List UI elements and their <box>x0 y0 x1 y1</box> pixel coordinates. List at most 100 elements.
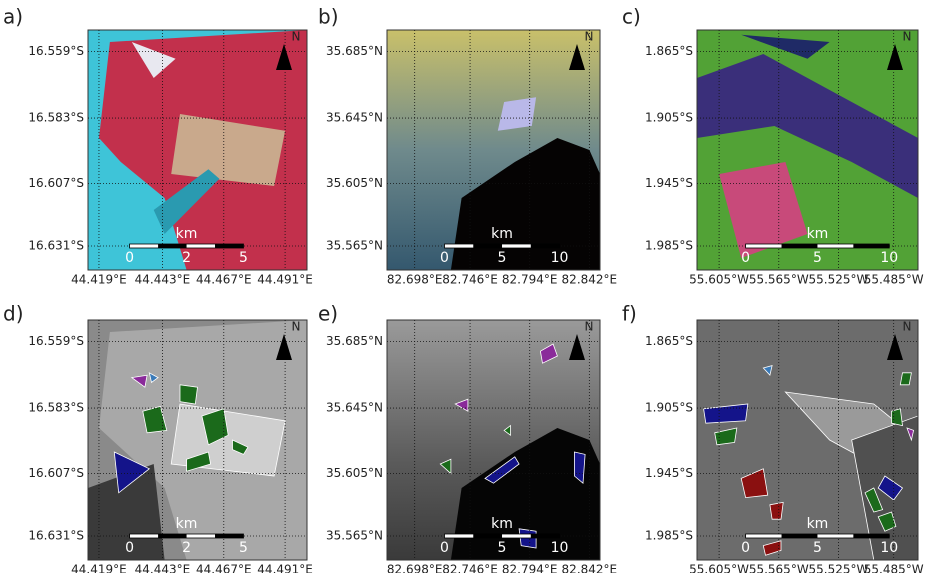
scale-unit: km <box>176 516 198 532</box>
x-tick-label: 44.467°E <box>196 563 252 573</box>
y-tick-label: 1.985°S <box>645 529 693 543</box>
scale-tick-label: 5 <box>813 250 822 266</box>
north-arrow <box>887 334 903 360</box>
scale-tick-label: 0 <box>440 250 449 266</box>
scale-unit: km <box>176 226 198 242</box>
y-tick-label: 1.985°S <box>645 239 693 253</box>
y-tick-label: 1.865°S <box>645 44 693 58</box>
x-tick-label: 82.698°E <box>387 563 443 573</box>
scale-bar-segment <box>530 244 560 248</box>
north-arrow <box>276 334 292 360</box>
scale-tick-label: 0 <box>741 540 750 556</box>
y-tick-label: 1.865°S <box>645 334 693 348</box>
image-region <box>906 427 915 442</box>
north-label: N <box>292 320 301 334</box>
scale-tick-label: 2 <box>182 250 191 266</box>
x-tick-label: 82.794°E <box>502 273 558 287</box>
image-region <box>864 487 884 513</box>
x-tick-label: 44.491°E <box>257 273 313 287</box>
y-tick-label: 16.607°S <box>28 466 84 480</box>
y-tick-label: 35.565°N <box>326 239 383 253</box>
panel-frame <box>87 319 308 561</box>
scale-bar-segment <box>781 534 818 538</box>
x-tick-label: 82.698°E <box>387 273 443 287</box>
panel-frame <box>87 29 308 271</box>
north-label: N <box>585 320 594 334</box>
north-label: N <box>292 30 301 44</box>
scale-bar-segment <box>853 244 890 248</box>
image-region <box>703 403 749 424</box>
panel-label: a) <box>3 5 23 29</box>
image-region <box>130 374 148 388</box>
image-region <box>171 114 286 186</box>
x-tick-label: 82.842°E <box>562 563 618 573</box>
north-arrow <box>569 44 585 70</box>
scale-tick-label: 2 <box>182 540 191 556</box>
x-tick-label: 55.485°W <box>864 273 924 287</box>
y-tick-label: 16.559°S <box>28 44 84 58</box>
image-region <box>450 428 600 560</box>
scale-bar <box>745 243 890 249</box>
image-region <box>201 408 229 446</box>
y-tick-label: 35.565°N <box>326 529 383 543</box>
scale-tick-label: 10 <box>880 540 898 556</box>
image-region <box>539 343 558 364</box>
y-tick-label: 35.645°N <box>326 401 383 415</box>
image-region <box>741 34 830 59</box>
image-region <box>714 427 738 446</box>
y-tick-label: 35.645°N <box>326 111 383 125</box>
x-tick-label: 55.525°W <box>809 273 869 287</box>
satellite-image <box>387 30 600 270</box>
image-region <box>179 384 198 405</box>
satellite-image <box>88 320 307 560</box>
x-tick-label: 44.443°E <box>135 273 191 287</box>
x-tick-label: 55.605°W <box>689 273 749 287</box>
scale-bar-segment <box>473 534 503 538</box>
x-tick-label: 82.746°E <box>442 273 498 287</box>
y-tick-label: 35.605°N <box>326 466 383 480</box>
y-tick-label: 1.905°S <box>645 401 693 415</box>
image-region <box>574 451 586 485</box>
scale-bar-segment <box>158 534 187 538</box>
scale-unit: km <box>491 226 513 242</box>
y-tick-label: 16.631°S <box>28 239 84 253</box>
y-tick-label: 16.559°S <box>28 334 84 348</box>
image-region <box>518 528 537 549</box>
panel-frame <box>386 29 601 271</box>
image-region <box>762 540 782 556</box>
image-region <box>891 408 903 427</box>
image-region <box>899 372 912 386</box>
north-arrow <box>569 334 585 360</box>
image-region <box>131 42 176 78</box>
image-region <box>762 365 773 377</box>
satellite-image <box>88 30 307 270</box>
scale-bar-segment <box>853 534 890 538</box>
x-tick-label: 44.491°E <box>257 563 313 573</box>
image-region <box>439 458 452 475</box>
scale-tick-label: 0 <box>440 540 449 556</box>
y-tick-label: 35.605°N <box>326 176 383 190</box>
x-tick-label: 55.525°W <box>809 563 869 573</box>
x-tick-label: 55.565°W <box>749 563 809 573</box>
x-tick-label: 44.467°E <box>196 273 252 287</box>
scale-tick-label: 10 <box>551 250 569 266</box>
x-tick-label: 55.565°W <box>749 273 809 287</box>
panel-label: c) <box>622 5 641 29</box>
panel-frame <box>696 29 919 271</box>
scale-tick-label: 0 <box>741 250 750 266</box>
scale-bar <box>745 533 890 539</box>
image-region <box>740 468 769 499</box>
satellite-image <box>387 320 600 560</box>
scale-tick-label: 10 <box>880 250 898 266</box>
north-arrow <box>276 44 292 70</box>
scale-unit: km <box>807 516 829 532</box>
image-region <box>454 398 469 412</box>
x-tick-label: 82.746°E <box>442 563 498 573</box>
image-region <box>153 169 220 234</box>
panel-label: e) <box>318 302 338 326</box>
scale-bar-segment <box>530 534 560 538</box>
y-tick-label: 1.945°S <box>645 466 693 480</box>
scale-unit: km <box>807 226 829 242</box>
image-region <box>497 97 537 131</box>
